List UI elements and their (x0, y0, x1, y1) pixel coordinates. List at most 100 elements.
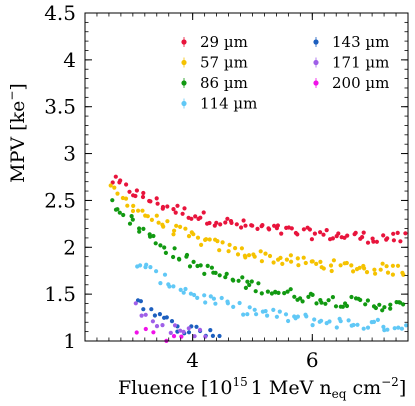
data-point (236, 278, 241, 283)
data-point (245, 279, 250, 284)
y-tick-label: 4 (63, 48, 76, 72)
data-point (157, 312, 162, 317)
legend-label: 29 µm (200, 33, 248, 51)
data-point (358, 297, 363, 303)
data-point (140, 208, 145, 213)
data-point (115, 207, 120, 212)
data-point (121, 212, 126, 218)
data-point (217, 333, 222, 339)
data-point (194, 324, 199, 329)
data-point (220, 240, 225, 245)
data-point (385, 236, 390, 241)
data-point (391, 238, 396, 243)
data-point (181, 329, 186, 334)
data-point (134, 330, 139, 335)
data-point (296, 263, 301, 268)
series-points (110, 174, 408, 245)
data-point (327, 319, 332, 324)
data-point (265, 313, 270, 318)
data-point (361, 230, 366, 235)
x-axis-title-area-unit: cm (346, 377, 381, 399)
data-point (273, 289, 278, 294)
data-point (234, 222, 239, 227)
y-tick-label: 1 (63, 329, 76, 353)
x-axis-title-exponent: 15 (233, 375, 248, 389)
data-point (165, 219, 170, 224)
data-point (108, 183, 113, 188)
data-point (303, 260, 308, 266)
data-point (139, 313, 144, 318)
data-point (213, 270, 218, 275)
data-point (165, 204, 170, 209)
data-point (186, 330, 192, 335)
data-point (256, 281, 261, 286)
data-point (173, 210, 178, 215)
data-point (175, 203, 180, 208)
data-point (199, 242, 204, 247)
data-point (346, 318, 351, 323)
data-point (186, 234, 192, 239)
data-point (183, 226, 188, 231)
series-points (108, 183, 406, 277)
x-axis-title: Fluence [1015 1 MeV neq cm−2] (118, 375, 406, 401)
data-point (164, 315, 169, 320)
data-point (148, 234, 153, 239)
legend-label: 200 µm (332, 74, 389, 92)
data-point (286, 318, 291, 324)
data-point (154, 324, 160, 329)
data-point (133, 193, 138, 199)
data-point (318, 230, 323, 235)
data-point (218, 222, 223, 227)
x-axis-title-main: Fluence [10 (118, 377, 233, 399)
data-point (195, 235, 201, 240)
data-point (162, 272, 168, 277)
data-point (163, 250, 168, 255)
data-point (360, 235, 365, 240)
data-point (171, 207, 176, 212)
data-point (395, 263, 401, 268)
data-point (237, 300, 242, 306)
data-point (215, 239, 220, 244)
data-point (310, 323, 315, 328)
data-point (151, 233, 156, 239)
data-point (182, 206, 187, 211)
data-point (373, 271, 378, 276)
data-point (318, 259, 323, 264)
data-point (277, 309, 282, 314)
data-point (178, 328, 183, 333)
data-point (217, 273, 222, 278)
data-point (202, 271, 207, 276)
data-point (395, 230, 400, 235)
x-tick-label: 4 (186, 348, 199, 372)
data-point (321, 266, 326, 271)
data-point (372, 267, 377, 272)
data-point (143, 312, 148, 317)
data-point (328, 263, 334, 268)
data-point (176, 256, 182, 261)
data-point (160, 323, 165, 328)
data-point (178, 287, 183, 292)
data-point (365, 325, 371, 330)
data-point (124, 182, 129, 187)
y-tick-label: 3 (63, 142, 76, 166)
data-point (186, 326, 191, 331)
data-point (130, 217, 135, 222)
data-point (239, 246, 244, 251)
data-point (252, 254, 257, 259)
legend-marker (313, 80, 319, 86)
data-point (381, 233, 386, 238)
data-point (285, 289, 290, 294)
data-point (390, 263, 395, 268)
data-point (229, 220, 234, 225)
data-point (138, 263, 143, 268)
data-point (211, 296, 216, 301)
data-point (162, 245, 167, 250)
data-point (365, 298, 370, 303)
data-point (388, 302, 393, 307)
data-point (192, 292, 197, 298)
data-point (241, 312, 246, 317)
series-points (135, 262, 409, 333)
data-point (224, 271, 229, 276)
data-point (156, 220, 161, 225)
data-point (213, 301, 218, 306)
